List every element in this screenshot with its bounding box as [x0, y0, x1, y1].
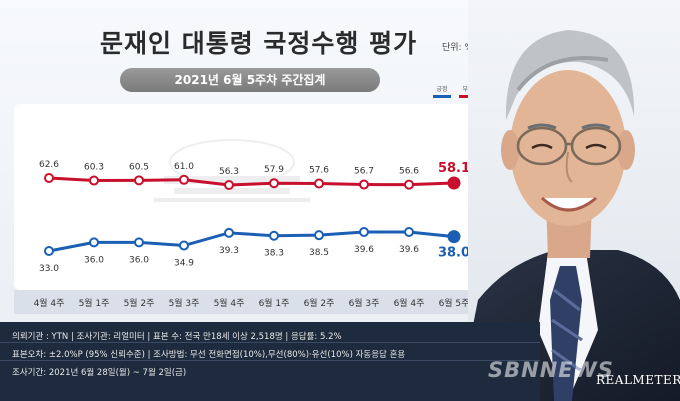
data-label: 61.0	[174, 162, 194, 172]
data-label: 38.5	[309, 248, 329, 258]
survey-info-line: 의뢰기관 : YTN | 조사기관: 리얼미터 | 표본 수: 전국 만18세 …	[12, 332, 342, 342]
data-point	[44, 246, 54, 256]
data-point	[269, 230, 279, 241]
data-label: 60.3	[84, 163, 104, 173]
survey-info-line: 표본오차: ±2.0%P (95% 신뢰수준) | 조사방법: 무선 전화면접(…	[12, 350, 406, 360]
data-point	[179, 240, 189, 251]
line-chart: 62.6 60.3 60.5 61.0 56.3 57.9 57.6 56.7 56.6 58.1…	[39, 139, 470, 274]
x-tick-label: 6월 3주	[349, 297, 380, 309]
data-point	[89, 175, 99, 186]
subtitle-bar: 2021년 6월 5주차 주간집계	[120, 68, 380, 92]
legend-swatch-positive	[433, 95, 451, 98]
data-point	[134, 237, 144, 248]
data-point	[359, 227, 369, 237]
x-tick-label: 5월 1주	[79, 297, 110, 309]
data-point	[314, 178, 324, 189]
survey-info-panel: 의뢰기관 : YTN | 조사기관: 리얼미터 | 표본 수: 전국 만18세 …	[0, 322, 540, 401]
page-title: 문재인 대통령 국정수행 평가	[100, 29, 418, 58]
data-label: 38.3	[264, 249, 284, 259]
data-point	[224, 180, 234, 190]
data-point	[224, 227, 234, 238]
data-label: 36.0	[129, 255, 149, 265]
x-tick-label: 5월 2주	[124, 297, 155, 309]
data-label: 58.1	[438, 161, 470, 176]
data-point	[447, 176, 461, 190]
data-label: 39.3	[219, 246, 239, 256]
data-label: 33.0	[39, 264, 59, 274]
x-axis: 4월 4주 5월 1주 5월 2주 5월 3주 5월 4주 6월 1주 6월 2주 6월 3주…	[34, 297, 470, 309]
data-point	[44, 173, 54, 183]
data-label: 57.6	[309, 166, 329, 176]
data-point	[404, 179, 414, 190]
data-point	[314, 230, 324, 241]
info-divider	[0, 360, 540, 361]
chart-card: 62.6 60.3 60.5 61.0 56.3 57.9 57.6 56.7 56.6 58.1…	[14, 104, 484, 290]
data-label: 60.5	[129, 162, 149, 172]
series-line-negative	[48, 176, 455, 187]
data-label: 56.3	[219, 167, 239, 177]
x-tick-label: 6월 5주	[439, 297, 470, 309]
brand-logo: REALMETER	[596, 373, 680, 387]
data-label: 36.0	[84, 255, 104, 265]
x-tick-label: 6월 2주	[304, 297, 335, 309]
legend-item-positive: 긍정	[430, 84, 454, 98]
data-point	[447, 230, 461, 244]
unit-label: 단위: %	[442, 43, 474, 53]
data-label: 38.0	[438, 246, 470, 261]
data-label: 39.6	[399, 245, 419, 255]
info-divider	[0, 342, 540, 343]
x-tick-label: 5월 3주	[169, 297, 200, 309]
portrait-image	[468, 0, 680, 401]
data-point	[179, 174, 189, 185]
x-tick-label: 5월 4주	[214, 297, 245, 309]
data-label: 57.9	[264, 165, 284, 175]
legend-label-positive: 긍정	[436, 86, 448, 93]
data-point	[404, 227, 414, 237]
data-point	[134, 175, 144, 186]
data-label: 39.6	[354, 245, 374, 255]
data-label: 56.7	[354, 167, 374, 177]
data-label: 56.6	[399, 167, 419, 177]
survey-info-line: 조사기간: 2021년 6월 28일(월) ~ 7월 2일(금)	[12, 368, 187, 378]
data-point	[89, 237, 99, 248]
data-point	[359, 179, 369, 190]
x-axis-band	[14, 290, 484, 314]
legend-label-negative: 부정	[462, 86, 474, 93]
x-tick-label: 6월 1주	[259, 297, 290, 309]
x-tick-label: 4월 4주	[34, 297, 65, 309]
x-tick-label: 6월 4주	[394, 297, 425, 309]
data-point	[269, 178, 279, 189]
data-label: 62.6	[39, 160, 59, 170]
series-line-positive	[48, 230, 455, 253]
watermark: SBNNEWS	[488, 358, 614, 382]
data-label: 34.9	[174, 259, 194, 269]
